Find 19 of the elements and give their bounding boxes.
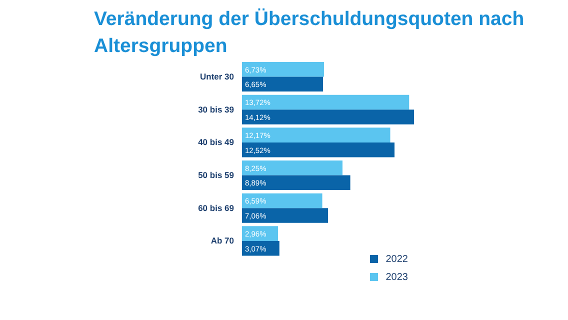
chart-title: Veränderung der Überschuldungsquoten nach Altersgruppen [94, 7, 526, 59]
legend-label: 2022 [386, 254, 408, 265]
legend-label: 2023 [386, 272, 408, 283]
y-tick-label: 60 bis 69 [198, 202, 234, 213]
bar [242, 110, 414, 124]
y-tick-label: Ab 70 [210, 236, 234, 246]
bar [242, 160, 342, 176]
bar [242, 62, 324, 77]
bar [242, 128, 390, 142]
y-tick-label: 40 bis 49 [198, 137, 234, 148]
y-tick-label: Unter 30 [200, 71, 234, 82]
y-tick-label: 50 bis 59 [198, 170, 234, 180]
bar [242, 208, 328, 223]
bar [242, 94, 410, 110]
bar [242, 193, 322, 208]
bar [242, 76, 324, 92]
y-tick-label: 30 bis 39 [198, 104, 234, 114]
bar [242, 142, 395, 158]
bar [242, 175, 350, 190]
